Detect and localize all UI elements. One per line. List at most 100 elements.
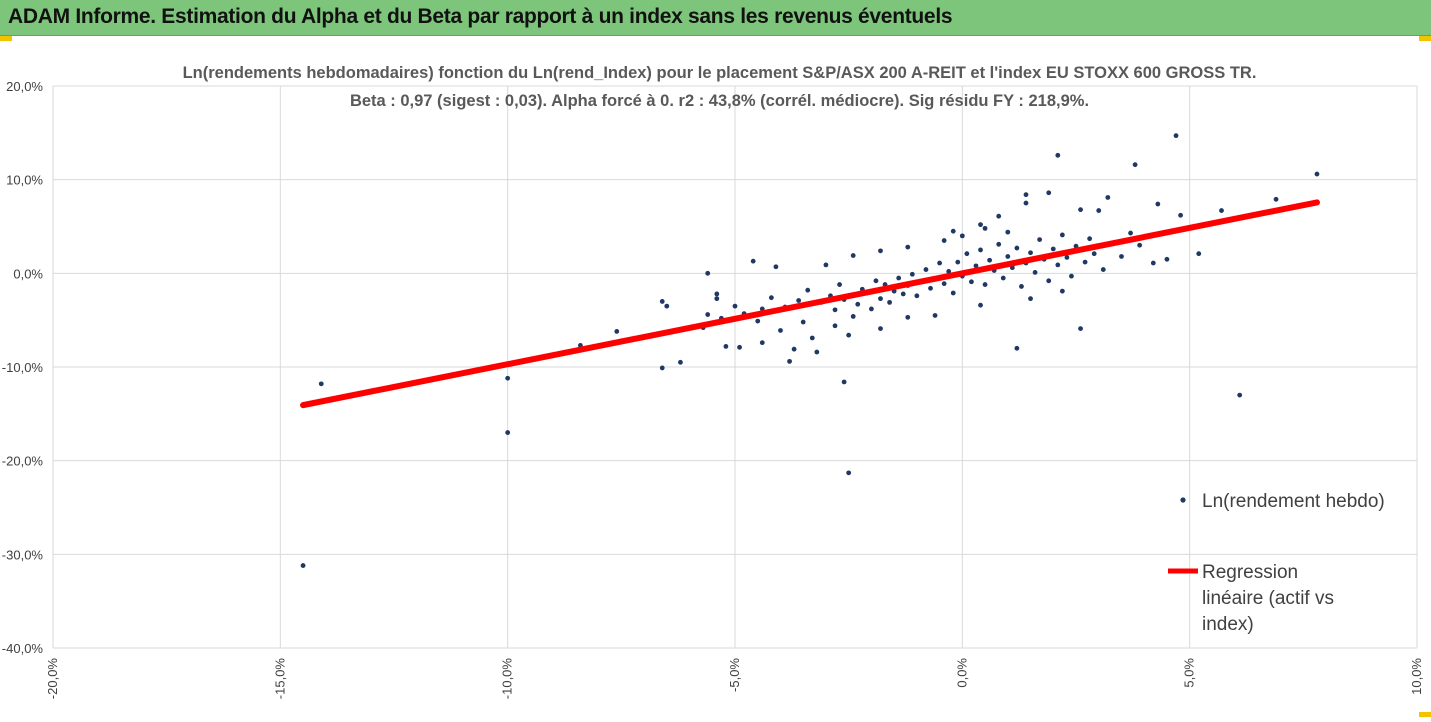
data-point: [914, 293, 920, 299]
data-point: [846, 332, 852, 338]
legend-label-regression: Regression linéaire (actif vs index): [1202, 562, 1334, 635]
data-point: [905, 314, 911, 320]
data-point: [1014, 345, 1020, 351]
data-point: [659, 299, 665, 304]
data-point: [1219, 208, 1224, 213]
data-point: [1014, 245, 1020, 251]
data-point: [969, 279, 974, 285]
data-point: [982, 225, 988, 231]
data-point: [1178, 212, 1183, 218]
data-point: [505, 430, 511, 435]
data-point: [800, 319, 806, 325]
data-point: [755, 318, 761, 324]
legend-marker-scatter: [1180, 497, 1186, 503]
data-point: [982, 282, 988, 287]
data-point: [846, 470, 852, 476]
data-point: [887, 299, 892, 305]
data-point: [1005, 229, 1011, 235]
data-point: [723, 343, 729, 349]
data-point: [1050, 246, 1056, 252]
y-tick-label: 10,0%: [6, 173, 43, 188]
corner-accent-right: [1419, 36, 1431, 41]
data-point: [855, 301, 861, 307]
data-point: [505, 375, 511, 381]
data-point: [705, 312, 711, 317]
data-point: [659, 365, 665, 371]
data-point: [900, 291, 906, 297]
data-point: [705, 270, 711, 276]
data-point: [1196, 251, 1202, 257]
data-point: [678, 359, 683, 365]
data-point: [796, 298, 802, 303]
data-point: [905, 244, 911, 250]
data-point: [1078, 207, 1083, 213]
data-point: [759, 340, 765, 346]
data-point: [1082, 259, 1088, 265]
data-point: [1055, 152, 1061, 158]
data-point: [1100, 267, 1106, 272]
data-point: [987, 257, 993, 263]
data-point: [950, 228, 956, 234]
data-point: [832, 307, 838, 313]
report-title: ADAM Informe. Estimation du Alpha et du …: [8, 5, 953, 28]
data-point: [964, 251, 970, 257]
data-point: [1128, 230, 1133, 236]
data-point: [896, 275, 902, 281]
x-tick-label: 5,0%: [1182, 658, 1197, 688]
data-point: [878, 326, 883, 331]
data-point: [909, 271, 915, 277]
y-tick-label: -20,0%: [2, 454, 44, 469]
data-point: [1019, 284, 1024, 289]
data-point: [850, 314, 856, 319]
data-point: [1023, 192, 1029, 198]
data-point: [823, 262, 829, 268]
data-point: [732, 303, 738, 309]
data-point: [1028, 296, 1033, 302]
data-point: [937, 260, 942, 266]
data-point: [1173, 133, 1179, 139]
data-point: [1119, 254, 1124, 259]
data-point: [978, 247, 983, 253]
data-point: [1059, 232, 1065, 238]
data-point: [664, 303, 670, 309]
y-tick-label: -10,0%: [2, 360, 44, 375]
data-point: [869, 306, 874, 312]
x-tick-label: 10,0%: [1409, 658, 1424, 695]
data-point: [1132, 162, 1138, 168]
data-point: [750, 258, 756, 264]
data-point: [996, 241, 1002, 247]
data-point: [1155, 201, 1161, 207]
data-point: [737, 344, 742, 350]
legend-label-scatter: Ln(rendement hebdo): [1202, 491, 1385, 512]
y-tick-label: -40,0%: [2, 641, 44, 656]
data-point: [1055, 262, 1061, 268]
data-point: [1064, 255, 1070, 260]
corner-accent-bottom-right: [1419, 712, 1431, 717]
data-point: [1314, 171, 1320, 177]
data-point: [1150, 260, 1156, 266]
data-point: [1091, 251, 1097, 257]
data-point: [837, 282, 842, 287]
data-point: [950, 290, 956, 296]
data-point: [832, 323, 838, 329]
data-point: [1005, 254, 1011, 259]
data-point: [878, 248, 883, 254]
data-point: [1078, 326, 1083, 331]
x-tick-label: 0,0%: [954, 658, 969, 688]
data-point: [1164, 256, 1170, 262]
data-point: [814, 349, 820, 355]
data-point: [941, 238, 947, 243]
data-point: [1087, 236, 1093, 242]
data-point: [1046, 278, 1052, 284]
data-point: [1032, 269, 1038, 275]
data-point: [1059, 288, 1065, 294]
chart-title: Ln(rendements hebdomadaires) fonction du…: [182, 64, 1257, 82]
data-point: [300, 563, 306, 568]
x-tick-label: -20,0%: [45, 658, 60, 700]
data-point: [778, 328, 783, 333]
header-banner: ADAM Informe. Estimation du Alpha et du …: [0, 0, 1431, 36]
data-point: [1028, 250, 1033, 256]
chart-subtitle: Beta : 0,97 (sigest : 0,03). Alpha forcé…: [349, 92, 1090, 110]
data-point: [1000, 275, 1006, 281]
